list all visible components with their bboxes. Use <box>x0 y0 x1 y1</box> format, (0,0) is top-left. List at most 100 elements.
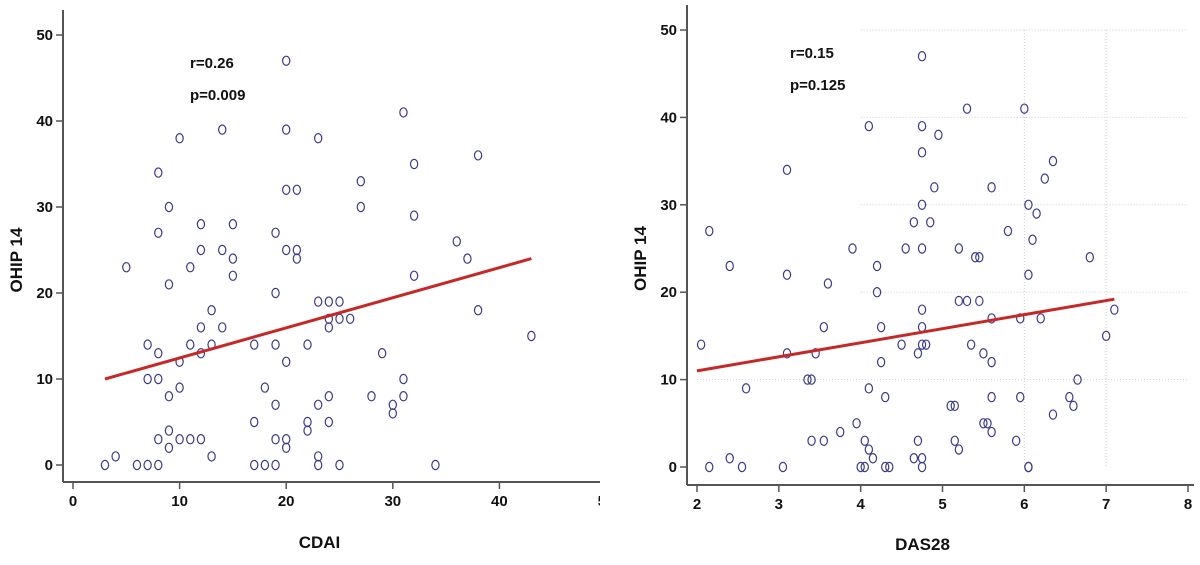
data-point <box>1048 155 1058 167</box>
data-point <box>282 55 291 67</box>
data-point <box>782 164 792 176</box>
y-tick-label: 20 <box>36 285 53 302</box>
data-point <box>324 313 334 324</box>
data-point <box>860 461 869 473</box>
x-tick-label: 30 <box>384 493 401 510</box>
data-point <box>132 459 142 471</box>
data-point <box>111 451 120 462</box>
data-point <box>696 339 706 350</box>
data-point <box>901 243 910 254</box>
data-point <box>207 305 216 316</box>
data-point <box>303 425 312 436</box>
data-point <box>1032 208 1041 219</box>
data-point <box>345 313 355 324</box>
data-point <box>1016 391 1025 403</box>
scatter-chart-das28: 0 10 20 30 40 50 2 3 4 5 6 7 8 DAS28 OHIP 14 r=0.15 p=0.… <box>631 5 1194 554</box>
y-axis-title: OHIP 14 <box>7 227 26 292</box>
data-point <box>228 270 238 281</box>
data-point <box>324 416 334 428</box>
data-point <box>463 253 472 264</box>
data-point <box>987 426 996 438</box>
data-point <box>917 243 927 254</box>
data-point <box>909 217 919 228</box>
data-point <box>1020 103 1029 114</box>
data-point <box>872 287 882 298</box>
data-point <box>725 260 734 272</box>
data-point <box>143 339 152 350</box>
data-point <box>164 442 174 453</box>
x-tick-label: 5 <box>938 496 946 513</box>
data-point <box>186 339 195 350</box>
y-tick-label: 40 <box>36 113 53 130</box>
data-point <box>705 225 714 237</box>
x-tick-label: 10 <box>171 493 188 510</box>
y-axis-title: OHIP 14 <box>631 226 650 291</box>
data-point <box>1024 199 1033 210</box>
data-point <box>1069 400 1078 412</box>
data-point <box>282 244 291 256</box>
data-point <box>303 416 312 428</box>
data-point <box>913 348 923 359</box>
data-point <box>356 201 366 213</box>
data-point <box>811 348 820 359</box>
data-point <box>962 295 972 307</box>
data-point <box>823 278 833 289</box>
data-point <box>313 132 323 144</box>
data-point <box>335 459 344 471</box>
data-point <box>946 400 955 412</box>
data-point <box>979 348 988 359</box>
data-point <box>987 391 996 403</box>
x-tick-label: 4 <box>856 496 865 513</box>
data-point <box>228 218 238 230</box>
data-point <box>271 459 280 471</box>
data-point <box>271 434 280 445</box>
data-point <box>917 199 927 210</box>
data-point <box>803 374 812 385</box>
data-point <box>228 253 238 264</box>
data-point <box>303 339 312 350</box>
data-point <box>852 418 861 429</box>
data-point <box>962 103 972 114</box>
data-point <box>154 227 163 238</box>
data-point <box>377 348 387 359</box>
data-point <box>917 453 927 464</box>
data-point <box>868 453 878 464</box>
data-point <box>1110 304 1119 315</box>
data-point <box>876 321 886 333</box>
data-point <box>1065 391 1074 403</box>
x-tick-label: 7 <box>1102 496 1110 513</box>
data-point <box>282 356 291 367</box>
data-point <box>864 120 874 132</box>
data-point <box>100 459 110 471</box>
data-point <box>282 124 291 135</box>
data-point <box>737 461 747 473</box>
data-point <box>864 444 874 455</box>
data-point <box>1016 313 1025 324</box>
data-point <box>885 461 894 473</box>
y-tick-label: 40 <box>660 109 677 126</box>
data-point <box>218 322 227 333</box>
data-point <box>367 391 376 402</box>
data-point <box>836 426 845 438</box>
data-point <box>1048 409 1058 420</box>
x-tick-label: 0 <box>69 493 77 510</box>
data-point <box>164 201 174 213</box>
y-tick-label: 30 <box>660 197 677 214</box>
data-point <box>741 383 751 394</box>
data-point <box>950 435 959 446</box>
data-point <box>218 244 227 256</box>
data-point <box>452 236 461 247</box>
data-point <box>954 243 964 254</box>
data-point <box>154 434 163 445</box>
data-point <box>164 279 174 290</box>
data-point <box>313 451 323 462</box>
annotation-p: p=0.009 <box>190 87 245 104</box>
data-point <box>950 400 959 412</box>
x-tick-label: 3 <box>775 496 783 513</box>
x-axis-title: DAS28 <box>895 535 950 554</box>
data-point <box>966 339 976 350</box>
data-point <box>282 184 291 195</box>
data-point <box>975 295 984 307</box>
data-point <box>122 262 131 273</box>
data-point <box>926 217 935 228</box>
